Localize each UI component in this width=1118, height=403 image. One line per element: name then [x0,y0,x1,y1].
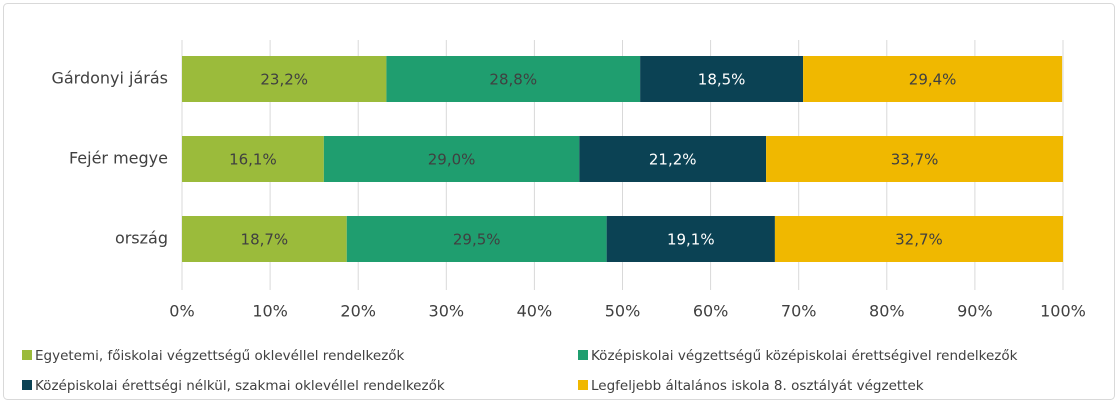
x-tick-label: 20% [340,302,376,321]
legend-label: Legfeljebb általános iskola 8. osztályát… [591,378,924,394]
legend-label: Középiskolai érettségi nélkül, szakmai o… [35,378,445,394]
x-tick-label: 70% [781,302,817,321]
data-label: 18,5% [698,71,746,89]
chart-border [3,3,1115,400]
legend-swatch [22,380,32,390]
bar-segment [386,56,641,102]
bar-segment [346,216,607,262]
data-label: 29,5% [453,231,501,249]
bar-segment [766,136,1063,182]
data-label: 29,0% [428,151,476,169]
x-tick-label: 60% [693,302,729,321]
bar-segment [774,216,1063,262]
legend-swatch [578,350,588,360]
data-label: 23,2% [260,71,308,89]
data-label: 29,4% [909,71,957,89]
y-tick-label: ország [115,229,168,248]
bar-segment [182,56,387,102]
data-label: 16,1% [229,151,277,169]
bar-segment [640,56,804,102]
data-label: 19,1% [667,231,715,249]
legend-swatch [22,350,32,360]
data-label: 32,7% [895,231,943,249]
x-tick-label: 40% [517,302,553,321]
bar-segment [803,56,1063,102]
bar-segment [323,136,580,182]
data-label: 28,8% [489,71,537,89]
data-label: 21,2% [649,151,697,169]
y-tick-label: Gárdonyi járás [51,69,168,88]
x-tick-label: 80% [869,302,905,321]
legend-label: Középiskolai végzettségű középiskolai ér… [591,348,1018,364]
bar-segment [182,136,324,182]
bar-segment [579,136,767,182]
legend-swatch [578,380,588,390]
data-label: 18,7% [241,231,289,249]
x-tick-label: 10% [252,302,288,321]
data-label: 33,7% [891,151,939,169]
x-tick-label: 100% [1040,302,1086,321]
x-tick-label: 90% [957,302,993,321]
x-tick-label: 50% [605,302,641,321]
bar-segment [182,216,347,262]
x-tick-label: 0% [169,302,194,321]
bar-segment [606,216,775,262]
y-tick-label: Fejér megye [69,149,168,168]
legend-label: Egyetemi, főiskolai végzettségű oklevéll… [35,348,405,364]
x-tick-label: 30% [429,302,465,321]
